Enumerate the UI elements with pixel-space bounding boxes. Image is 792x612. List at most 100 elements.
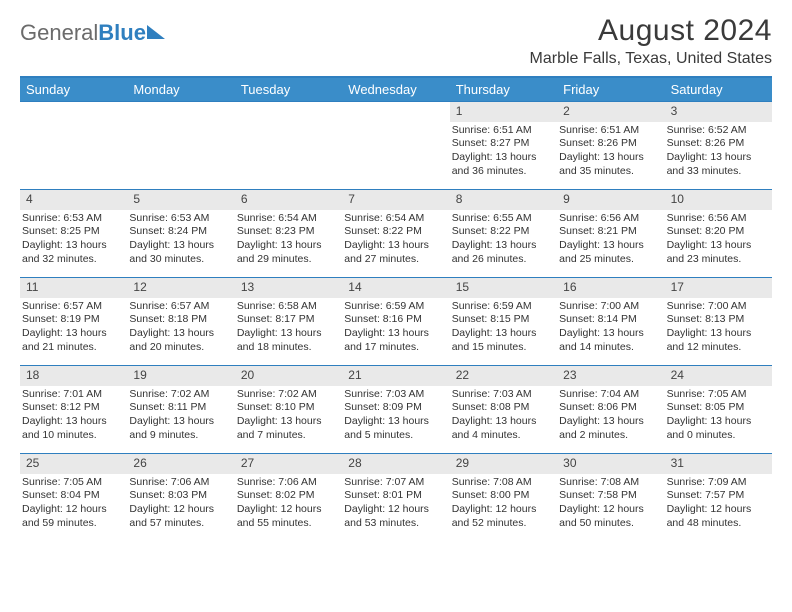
day-header: Sunday <box>20 78 127 101</box>
sunrise-text: Sunrise: 7:00 AM <box>559 300 660 314</box>
day-number: 23 <box>557 366 664 386</box>
sunset-text: Sunset: 8:09 PM <box>344 401 445 415</box>
sunrise-text: Sunrise: 6:51 AM <box>559 124 660 138</box>
sunset-text: Sunset: 8:06 PM <box>559 401 660 415</box>
cell-content: Sunrise: 6:57 AMSunset: 8:19 PMDaylight:… <box>20 298 127 359</box>
day-number: 14 <box>342 278 449 298</box>
day-number: 5 <box>127 190 234 210</box>
logo-text-blue: Blue <box>98 20 146 45</box>
calendar-cell: 20Sunrise: 7:02 AMSunset: 8:10 PMDayligh… <box>235 365 342 453</box>
cell-content: Sunrise: 7:08 AMSunset: 7:58 PMDaylight:… <box>557 474 664 535</box>
sunrise-text: Sunrise: 6:53 AM <box>22 212 123 226</box>
daylight1-text: Daylight: 12 hours <box>452 503 553 517</box>
sunrise-text: Sunrise: 6:55 AM <box>452 212 553 226</box>
daylight1-text: Daylight: 13 hours <box>22 327 123 341</box>
day-number: 16 <box>557 278 664 298</box>
cell-content: Sunrise: 7:04 AMSunset: 8:06 PMDaylight:… <box>557 386 664 447</box>
calendar-cell: 18Sunrise: 7:01 AMSunset: 8:12 PMDayligh… <box>20 365 127 453</box>
sunrise-text: Sunrise: 7:08 AM <box>559 476 660 490</box>
calendar-cell: 30Sunrise: 7:08 AMSunset: 7:58 PMDayligh… <box>557 453 664 541</box>
sunrise-text: Sunrise: 6:56 AM <box>667 212 768 226</box>
daylight1-text: Daylight: 13 hours <box>129 239 230 253</box>
sunset-text: Sunset: 8:20 PM <box>667 225 768 239</box>
calendar-cell: 11Sunrise: 6:57 AMSunset: 8:19 PMDayligh… <box>20 277 127 365</box>
daylight2-text: and 10 minutes. <box>22 429 123 443</box>
daylight2-text: and 35 minutes. <box>559 165 660 179</box>
day-header: Thursday <box>450 78 557 101</box>
calendar-cell: 12Sunrise: 6:57 AMSunset: 8:18 PMDayligh… <box>127 277 234 365</box>
calendar-cell: 4Sunrise: 6:53 AMSunset: 8:25 PMDaylight… <box>20 189 127 277</box>
calendar-cell: 21Sunrise: 7:03 AMSunset: 8:09 PMDayligh… <box>342 365 449 453</box>
header: GeneralBlue August 2024 Marble Falls, Te… <box>20 14 772 68</box>
calendar-cell <box>20 101 127 189</box>
sunrise-text: Sunrise: 7:06 AM <box>129 476 230 490</box>
daylight2-text: and 55 minutes. <box>237 517 338 531</box>
daylight1-text: Daylight: 13 hours <box>559 327 660 341</box>
day-number: 12 <box>127 278 234 298</box>
sunrise-text: Sunrise: 6:57 AM <box>22 300 123 314</box>
daylight2-text: and 2 minutes. <box>559 429 660 443</box>
logo-text: GeneralBlue <box>20 20 146 46</box>
sunrise-text: Sunrise: 6:56 AM <box>559 212 660 226</box>
calendar-cell: 28Sunrise: 7:07 AMSunset: 8:01 PMDayligh… <box>342 453 449 541</box>
day-header: Monday <box>127 78 234 101</box>
calendar-cell: 3Sunrise: 6:52 AMSunset: 8:26 PMDaylight… <box>665 101 772 189</box>
sunset-text: Sunset: 8:19 PM <box>22 313 123 327</box>
cell-content: Sunrise: 7:02 AMSunset: 8:11 PMDaylight:… <box>127 386 234 447</box>
cell-content: Sunrise: 6:54 AMSunset: 8:22 PMDaylight:… <box>342 210 449 271</box>
calendar-cell: 31Sunrise: 7:09 AMSunset: 7:57 PMDayligh… <box>665 453 772 541</box>
daylight1-text: Daylight: 13 hours <box>237 239 338 253</box>
daylight2-text: and 23 minutes. <box>667 253 768 267</box>
sunrise-text: Sunrise: 7:03 AM <box>452 388 553 402</box>
cell-content: Sunrise: 6:59 AMSunset: 8:15 PMDaylight:… <box>450 298 557 359</box>
cell-content: Sunrise: 7:06 AMSunset: 8:02 PMDaylight:… <box>235 474 342 535</box>
cell-content: Sunrise: 7:01 AMSunset: 8:12 PMDaylight:… <box>20 386 127 447</box>
calendar-cell: 1Sunrise: 6:51 AMSunset: 8:27 PMDaylight… <box>450 101 557 189</box>
daylight1-text: Daylight: 13 hours <box>667 415 768 429</box>
sunset-text: Sunset: 8:26 PM <box>667 137 768 151</box>
day-number: 28 <box>342 454 449 474</box>
daylight1-text: Daylight: 12 hours <box>237 503 338 517</box>
cell-content: Sunrise: 7:00 AMSunset: 8:13 PMDaylight:… <box>665 298 772 359</box>
cell-content: Sunrise: 7:00 AMSunset: 8:14 PMDaylight:… <box>557 298 664 359</box>
daylight2-text: and 48 minutes. <box>667 517 768 531</box>
sunset-text: Sunset: 8:01 PM <box>344 489 445 503</box>
day-number: 25 <box>20 454 127 474</box>
daylight1-text: Daylight: 13 hours <box>452 327 553 341</box>
day-number: 26 <box>127 454 234 474</box>
daylight2-text: and 26 minutes. <box>452 253 553 267</box>
sunrise-text: Sunrise: 7:01 AM <box>22 388 123 402</box>
sunrise-text: Sunrise: 7:04 AM <box>559 388 660 402</box>
cell-content: Sunrise: 6:51 AMSunset: 8:27 PMDaylight:… <box>450 122 557 183</box>
day-number: 9 <box>557 190 664 210</box>
sunset-text: Sunset: 8:11 PM <box>129 401 230 415</box>
calendar-cell <box>235 101 342 189</box>
day-number: 19 <box>127 366 234 386</box>
day-header: Friday <box>557 78 664 101</box>
daylight2-text: and 36 minutes. <box>452 165 553 179</box>
daylight1-text: Daylight: 13 hours <box>559 415 660 429</box>
calendar-cell: 6Sunrise: 6:54 AMSunset: 8:23 PMDaylight… <box>235 189 342 277</box>
cell-content: Sunrise: 6:52 AMSunset: 8:26 PMDaylight:… <box>665 122 772 183</box>
sunset-text: Sunset: 8:05 PM <box>667 401 768 415</box>
title-block: August 2024 Marble Falls, Texas, United … <box>530 14 772 68</box>
cell-content: Sunrise: 6:56 AMSunset: 8:20 PMDaylight:… <box>665 210 772 271</box>
daylight2-text: and 53 minutes. <box>344 517 445 531</box>
daylight1-text: Daylight: 13 hours <box>22 239 123 253</box>
sunset-text: Sunset: 8:12 PM <box>22 401 123 415</box>
cell-content: Sunrise: 6:53 AMSunset: 8:25 PMDaylight:… <box>20 210 127 271</box>
daylight2-text: and 14 minutes. <box>559 341 660 355</box>
logo-text-gray: General <box>20 20 98 45</box>
sunrise-text: Sunrise: 7:05 AM <box>22 476 123 490</box>
day-number: 30 <box>557 454 664 474</box>
sunset-text: Sunset: 8:10 PM <box>237 401 338 415</box>
daylight2-text: and 18 minutes. <box>237 341 338 355</box>
daylight1-text: Daylight: 13 hours <box>452 415 553 429</box>
day-number: 11 <box>20 278 127 298</box>
sunset-text: Sunset: 8:16 PM <box>344 313 445 327</box>
day-number: 24 <box>665 366 772 386</box>
day-number: 18 <box>20 366 127 386</box>
day-number: 7 <box>342 190 449 210</box>
daylight2-text: and 15 minutes. <box>452 341 553 355</box>
daylight2-text: and 25 minutes. <box>559 253 660 267</box>
